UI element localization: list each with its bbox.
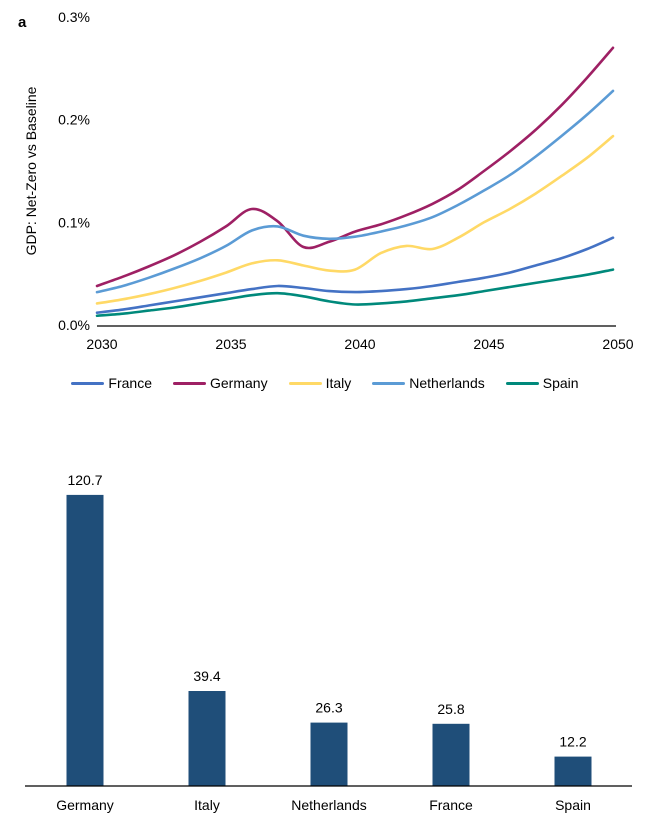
bar-spain: [554, 756, 592, 786]
series-line-spain: [95, 268, 615, 318]
x-tick-label: 2030: [86, 336, 117, 352]
bar-value-label: 39.4: [193, 668, 220, 684]
series-line-italy: [95, 134, 615, 305]
x-tick-label: 2035: [215, 336, 246, 352]
series-line-france: [95, 236, 615, 314]
bar-france: [432, 723, 470, 786]
bar-category-label: Germany: [56, 797, 114, 813]
legend-label: Germany: [210, 375, 268, 391]
bar-value-label: 26.3: [315, 700, 342, 716]
legend-label: Italy: [325, 375, 352, 391]
y-tick-label: 0.0%: [58, 317, 90, 333]
series-line-netherlands: [95, 89, 615, 294]
y-tick-label: 0.2%: [58, 112, 90, 128]
bar-category-label: Netherlands: [291, 797, 367, 813]
legend-label: Spain: [542, 375, 579, 391]
bar-chart: 120.7 Germany 39.4 Italy 26.3 Netherlands 25.8…: [25, 472, 632, 813]
panel-label: a: [18, 14, 27, 31]
legend-line-swatch: [505, 381, 539, 385]
legend-line-swatch: [288, 381, 322, 385]
legend-item-spain: Spain: [505, 374, 579, 392]
bar-value-label: 120.7: [67, 472, 102, 488]
bar-germany: [66, 494, 104, 786]
bar-value-label: 25.8: [437, 701, 464, 717]
legend-item-france: France: [71, 374, 152, 392]
y-tick-label: 0.3%: [58, 9, 90, 25]
y-axis-title: GDP: Net-Zero vs Baseline: [23, 86, 39, 255]
y-tick-label: 0.1%: [58, 214, 90, 230]
legend-label: Netherlands: [409, 375, 485, 391]
bar-italy: [188, 691, 226, 786]
line-chart: GDP: Net-Zero vs Baseline 0.0% 0.1% 0.2% 0.3…: [23, 9, 634, 352]
legend-item-netherlands: Netherlands: [372, 374, 485, 392]
bar-category-label: Italy: [194, 797, 220, 813]
series-line-germany: [95, 46, 615, 288]
legend-line-swatch: [71, 381, 105, 385]
legend-line-swatch: [372, 381, 406, 385]
bar-category-label: Spain: [555, 797, 591, 813]
x-tick-label: 2040: [344, 336, 375, 352]
x-tick-label: 2045: [473, 336, 504, 352]
legend-item-italy: Italy: [288, 374, 352, 392]
legend-label: France: [108, 375, 152, 391]
x-tick-label: 2050: [602, 336, 633, 352]
bar-category-label: France: [429, 797, 473, 813]
line-chart-legend: France Germany Italy Netherlands Spain: [0, 374, 650, 392]
bar-value-label: 12.2: [559, 734, 586, 750]
legend-item-germany: Germany: [173, 374, 268, 392]
legend-line-swatch: [173, 381, 206, 385]
bar-netherlands: [310, 722, 348, 786]
